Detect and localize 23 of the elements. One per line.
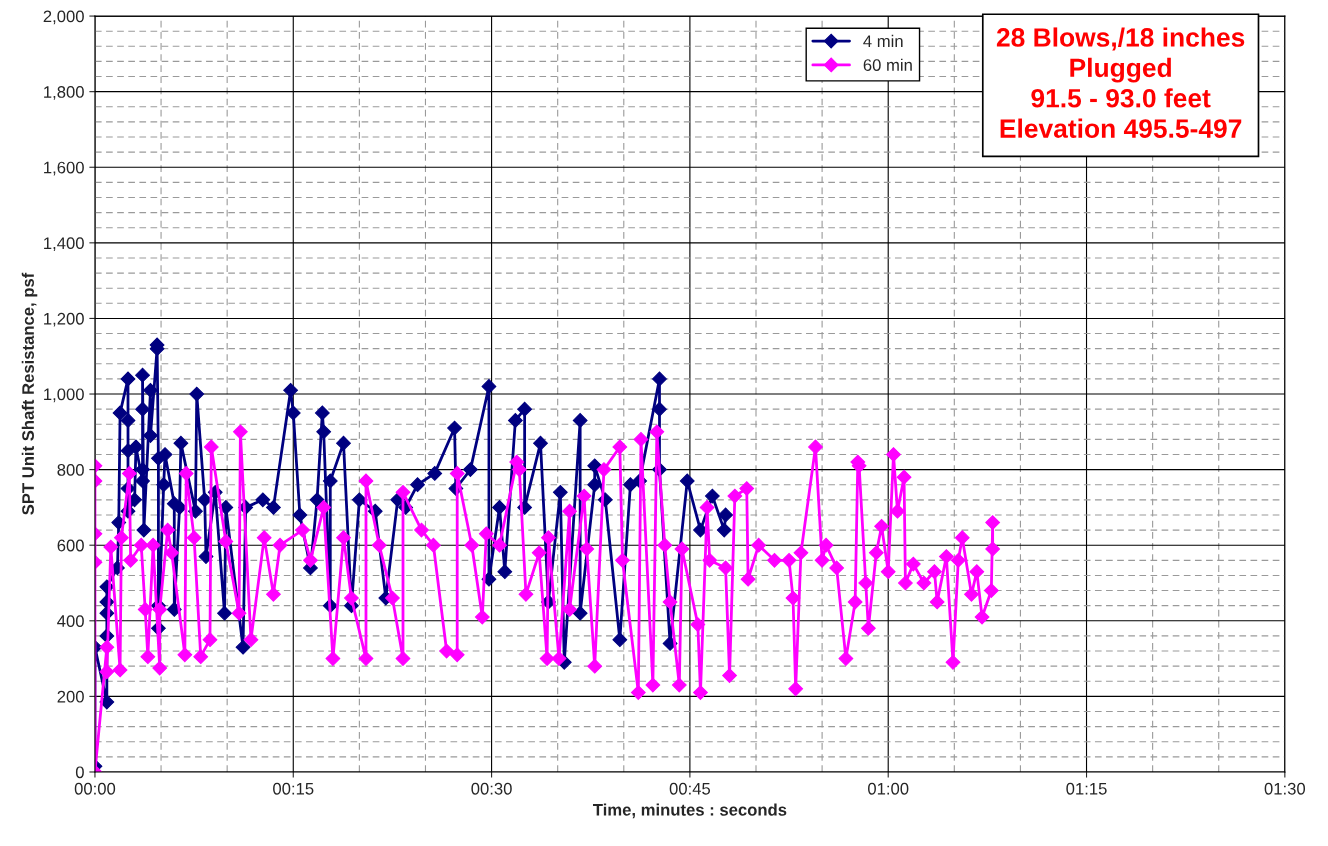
y-tick-label: 600: [57, 539, 84, 552]
y-axis-title: SPT Unit Shaft Resistance, psf: [21, 272, 38, 515]
y-tick-label: 2,000: [43, 10, 84, 25]
y-tick-label: 0: [75, 766, 84, 779]
x-tick-label: 00:00: [74, 782, 116, 795]
annotation: 28 Blows,/18 inches Plugged 91.5 - 93.0 feet Elevation 495.5-497: [996, 27, 1245, 138]
legend-label: 4 min: [863, 34, 903, 47]
y-tick-label: 1,800: [44, 86, 84, 100]
y-tick-label: 1,400: [44, 237, 84, 252]
x-tick-label: 00:30: [471, 782, 512, 795]
x-tick-label: 00:45: [669, 782, 711, 795]
y-tick-label: 800: [57, 464, 84, 476]
y-tick-label: 200: [57, 690, 84, 703]
x-tick-label: 01:00: [868, 782, 909, 795]
y-tick-label: 1,000: [44, 388, 84, 403]
x-tick-label: 00:15: [273, 782, 314, 795]
y-tick-label: 1,200: [44, 312, 84, 327]
y-tick-label: 1,600: [44, 161, 84, 176]
x-tick-label: 01:15: [1066, 782, 1107, 795]
legend-label: 60 min: [863, 58, 912, 71]
x-axis-title: Time, minutes : seconds: [592, 803, 787, 819]
y-tick-label: 400: [57, 615, 84, 627]
x-tick-label: 01:30: [1264, 782, 1306, 795]
